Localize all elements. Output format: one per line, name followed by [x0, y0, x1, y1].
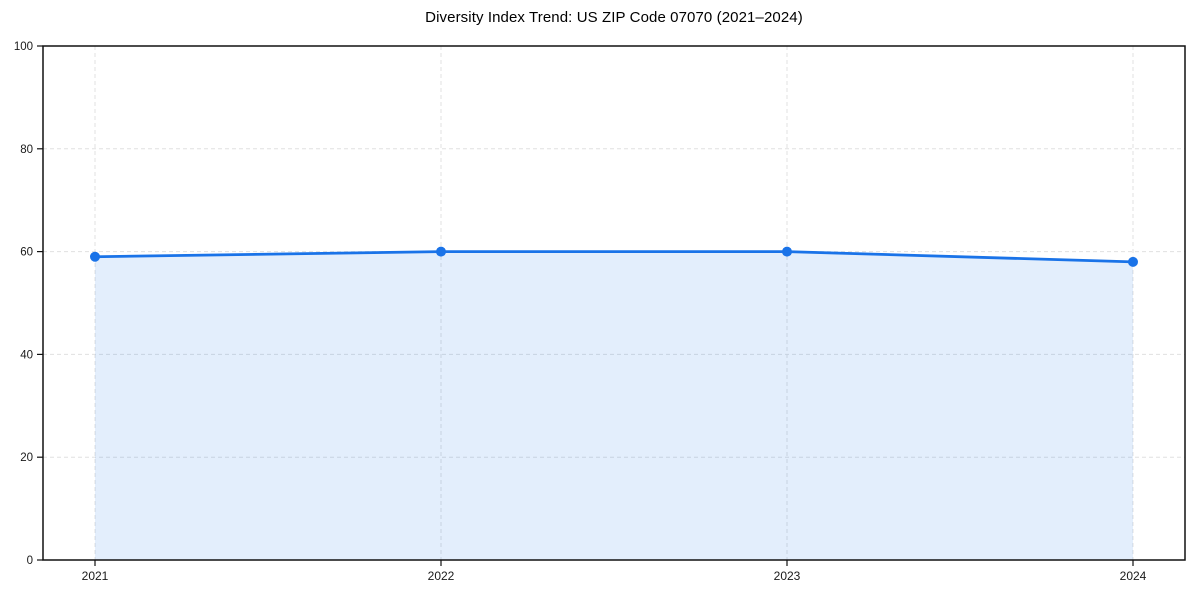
x-tick-label: 2022 — [428, 569, 455, 583]
y-tick-label: 40 — [20, 349, 33, 361]
x-tick-label: 2024 — [1120, 569, 1147, 583]
data-point-marker — [90, 251, 100, 262]
x-tick-label: 2023 — [774, 569, 801, 583]
chart-title: Diversity Index Trend: US ZIP Code 07070… — [425, 9, 803, 26]
y-tick-label: 60 — [20, 247, 33, 259]
y-tick-label: 100 — [14, 41, 33, 53]
data-point-marker — [1128, 256, 1138, 267]
trend-line — [93, 250, 1135, 264]
area-fill — [95, 251, 1133, 560]
data-point-marker — [436, 246, 446, 257]
y-tick-label: 80 — [20, 144, 33, 156]
plot-border — [42, 45, 1186, 561]
x-tick-label: 2021 — [82, 569, 109, 583]
y-tick-label: 0 — [27, 555, 33, 567]
y-tick-label: 20 — [20, 452, 33, 464]
data-point-marker — [782, 246, 792, 257]
